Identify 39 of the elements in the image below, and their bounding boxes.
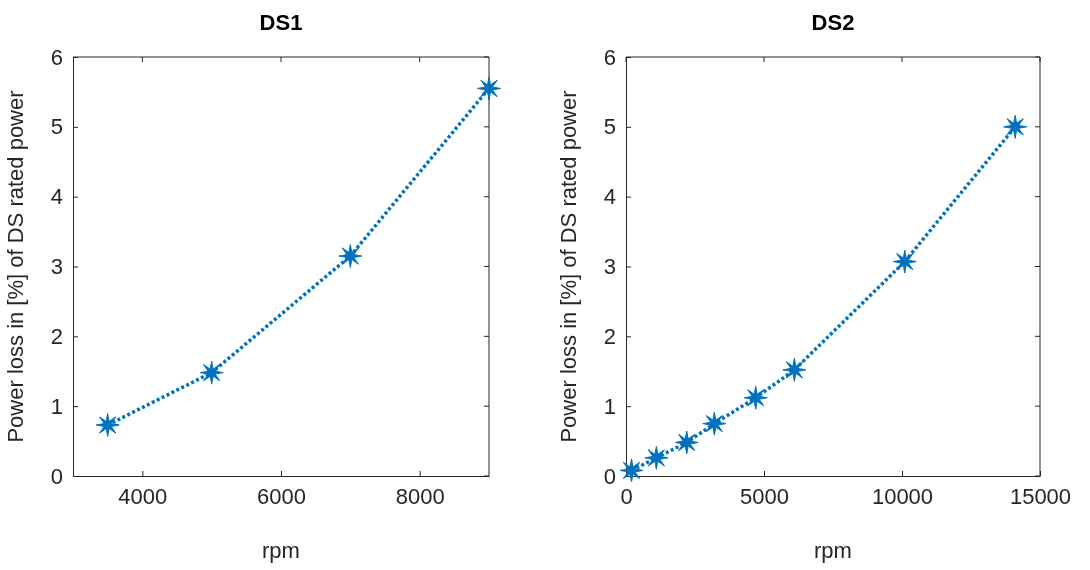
y-tick-label: 4 xyxy=(50,184,63,210)
point xyxy=(619,458,644,483)
y-tick-label: 0 xyxy=(50,463,63,489)
x-axis-title: rpm xyxy=(262,538,300,563)
point xyxy=(782,357,807,382)
x-tick-label: 4000 xyxy=(118,483,168,509)
point xyxy=(892,249,917,274)
y-tick-label: 5 xyxy=(603,114,616,140)
y-tick-label: 2 xyxy=(603,323,616,349)
point xyxy=(477,76,501,101)
x-axis-title: rpm xyxy=(814,538,852,563)
x-tick-label: 10000 xyxy=(871,483,934,509)
y-tick-label: 6 xyxy=(603,44,616,70)
y-tick-label: 1 xyxy=(603,393,616,419)
y-tick-label: 2 xyxy=(50,323,63,349)
y-axis-title: Power loss in [%] of DS rated power xyxy=(556,90,581,443)
point xyxy=(338,244,363,269)
y-tick-label: 3 xyxy=(603,254,616,280)
point xyxy=(674,430,699,455)
x-tick-label: 6000 xyxy=(257,483,306,509)
point xyxy=(95,413,120,438)
point xyxy=(199,360,224,385)
point xyxy=(1003,114,1028,139)
y-tick-label: 3 xyxy=(50,254,63,280)
x-tick-label: 5000 xyxy=(740,483,789,509)
y-tick-label: 1 xyxy=(50,393,63,419)
y-tick-label: 5 xyxy=(50,114,63,140)
chart-title: DS1 xyxy=(259,10,303,35)
y-tick-label: 6 xyxy=(50,44,63,70)
point xyxy=(702,411,727,436)
point xyxy=(743,385,768,410)
x-tick-label: 0 xyxy=(620,483,633,509)
y-tick-label: 0 xyxy=(603,463,616,489)
x-tick-label: 8000 xyxy=(395,483,445,509)
x-tick-label: 15000 xyxy=(1009,483,1072,509)
point xyxy=(644,445,669,470)
y-tick-label: 4 xyxy=(603,184,616,210)
y-axis-title: Power loss in [%] of DS rated power xyxy=(3,90,28,443)
chart-title: DS2 xyxy=(811,10,855,35)
